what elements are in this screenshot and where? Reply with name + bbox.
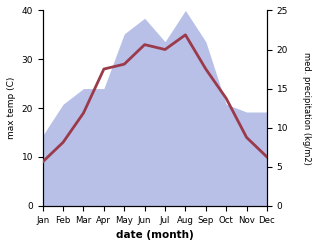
- Y-axis label: max temp (C): max temp (C): [7, 77, 16, 139]
- X-axis label: date (month): date (month): [116, 230, 194, 240]
- Y-axis label: med. precipitation (kg/m2): med. precipitation (kg/m2): [302, 52, 311, 165]
